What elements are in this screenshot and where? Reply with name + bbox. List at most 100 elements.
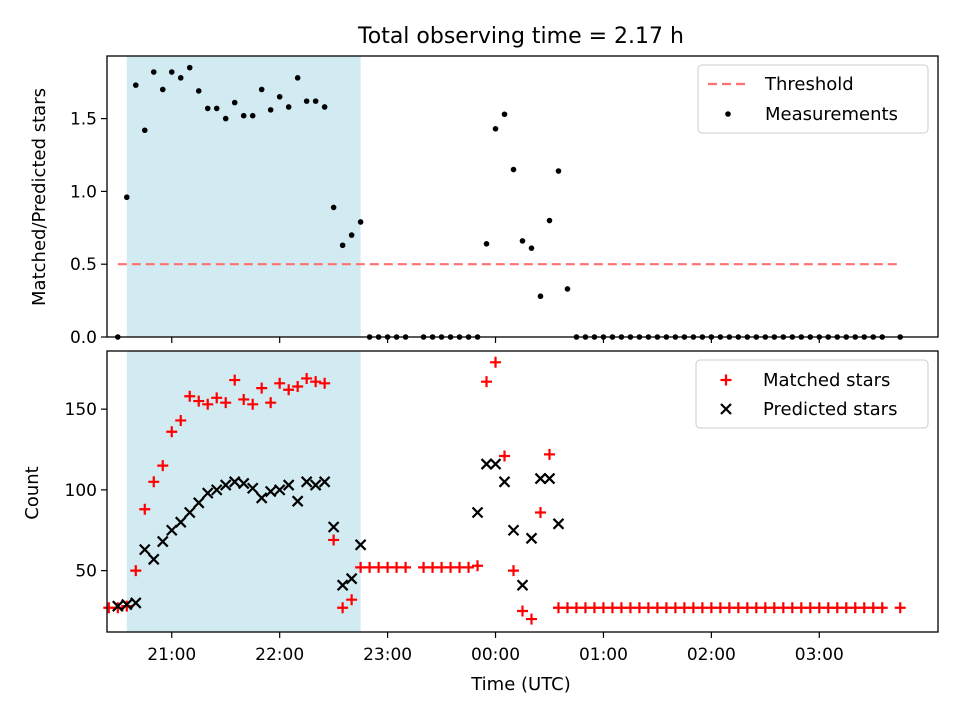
predicted-star-point — [507, 524, 520, 537]
predicted-star-point — [219, 479, 232, 491]
matched-star-point — [238, 393, 250, 405]
predicted-star-point — [138, 543, 151, 556]
predicted-star-point — [291, 495, 304, 507]
measurement-point — [159, 86, 166, 93]
predicted-star-point — [201, 487, 214, 499]
top-panel: 0.0 0.5 1.0 1.5 Matched/Predicted stars Thr… — [29, 55, 939, 348]
predicted-star-point — [165, 524, 178, 537]
top-y-tick-label: 0.5 — [70, 255, 97, 275]
top-axis-layer: 0.0 0.5 1.0 1.5 — [70, 110, 820, 348]
legend-predicted-swatch — [720, 403, 732, 415]
measurement-point — [177, 75, 184, 81]
measurement-point — [519, 238, 526, 244]
predicted-star-point — [543, 472, 556, 485]
measurement-point — [546, 217, 553, 224]
x-axis-label: Time (UTC) — [470, 674, 571, 695]
measurement-point — [312, 98, 319, 104]
legend-threshold-label: Threshold — [764, 74, 854, 95]
matched-star-point — [229, 374, 241, 386]
legend-predicted-label: Predicted stars — [763, 399, 897, 420]
measurement-point — [141, 127, 148, 134]
matched-star-point — [157, 460, 169, 472]
measurement-point — [357, 219, 364, 225]
predicted-star-point — [534, 472, 547, 485]
measurement-point — [258, 86, 265, 93]
predicted-star-point — [525, 532, 538, 545]
bottom-y-tick-label: 100 — [65, 481, 97, 501]
top-legend: Threshold Measurements — [697, 64, 929, 134]
matched-star-point — [337, 602, 349, 614]
x-tick-label: 21:00 — [147, 645, 196, 665]
predicted-star-point — [309, 479, 322, 491]
predicted-star-point — [354, 539, 367, 551]
matched-star-point — [193, 395, 205, 407]
bottom-marks-layer — [103, 356, 906, 625]
predicted-star-point — [192, 497, 205, 509]
x-tick-label: 23:00 — [363, 645, 412, 665]
measurement-point — [501, 111, 508, 118]
top-legend-box — [697, 64, 929, 134]
predicted-star-point — [498, 476, 511, 488]
predicted-star-point — [255, 492, 268, 504]
measurement-point — [168, 69, 175, 75]
matched-star-point — [490, 356, 502, 368]
matched-star-point — [894, 602, 906, 614]
predicted-star-point — [228, 476, 241, 488]
predicted-star-point — [112, 600, 124, 612]
top-highlight-span-layer — [126, 56, 361, 337]
bottom-y-axis-label: Count — [22, 466, 43, 519]
legend-matched-label: Matched stars — [763, 370, 890, 391]
matched-star-point — [247, 398, 259, 410]
predicted-star-point — [156, 535, 169, 548]
measurement-point — [240, 112, 247, 119]
matched-star-point — [499, 450, 511, 462]
matched-star-point — [166, 426, 178, 438]
top-y-tick-label: 0.0 — [70, 328, 97, 348]
measurement-point — [555, 168, 562, 174]
bottom-y-tick-label: 50 — [75, 562, 97, 582]
matched-star-point — [256, 382, 268, 394]
measurement-point — [537, 293, 544, 300]
matched-star-point — [876, 602, 888, 614]
top-y-tick-label: 1.0 — [70, 182, 97, 202]
matched-star-point — [130, 565, 142, 577]
x-tick-label: 01:00 — [579, 645, 628, 665]
predicted-star-point — [489, 458, 502, 470]
predicted-star-point — [246, 482, 259, 495]
measurement-point — [510, 166, 517, 173]
matched-star-point — [517, 605, 528, 617]
matched-star-point — [283, 384, 295, 396]
bottom-y-tick-label: 150 — [65, 400, 97, 420]
legend-measurement-swatch — [725, 111, 731, 117]
measurement-point — [267, 107, 274, 113]
predicted-star-point — [210, 484, 223, 496]
x-tick-label: 00:00 — [471, 645, 520, 665]
measurement-point — [348, 232, 355, 238]
predicted-star-point — [273, 484, 286, 496]
matched-star-point — [310, 376, 322, 388]
matched-star-point — [400, 561, 412, 573]
predicted-star-point — [336, 579, 349, 591]
measurement-point — [528, 245, 535, 251]
measurement-point — [303, 98, 310, 104]
legend-measurement-label: Measurements — [765, 104, 898, 125]
measurement-point — [276, 93, 283, 100]
matched-star-point — [202, 398, 214, 410]
measurement-point — [492, 125, 499, 132]
measurement-point — [483, 241, 490, 247]
matched-star-point — [463, 561, 475, 573]
matched-star-point — [274, 377, 286, 389]
matched-star-point — [139, 503, 151, 515]
matched-star-point — [292, 381, 304, 393]
predicted-star-point — [345, 572, 358, 585]
predicted-star-point — [183, 506, 196, 519]
measurement-point — [132, 82, 139, 88]
matched-star-point — [319, 377, 331, 389]
measurement-point — [231, 99, 238, 106]
bottom-axes-frame — [106, 350, 939, 633]
x-tick-label: 22:00 — [255, 645, 304, 665]
measurement-point — [339, 242, 346, 249]
matched-star-point — [543, 448, 555, 460]
top-y-tick-label: 1.5 — [70, 110, 97, 130]
